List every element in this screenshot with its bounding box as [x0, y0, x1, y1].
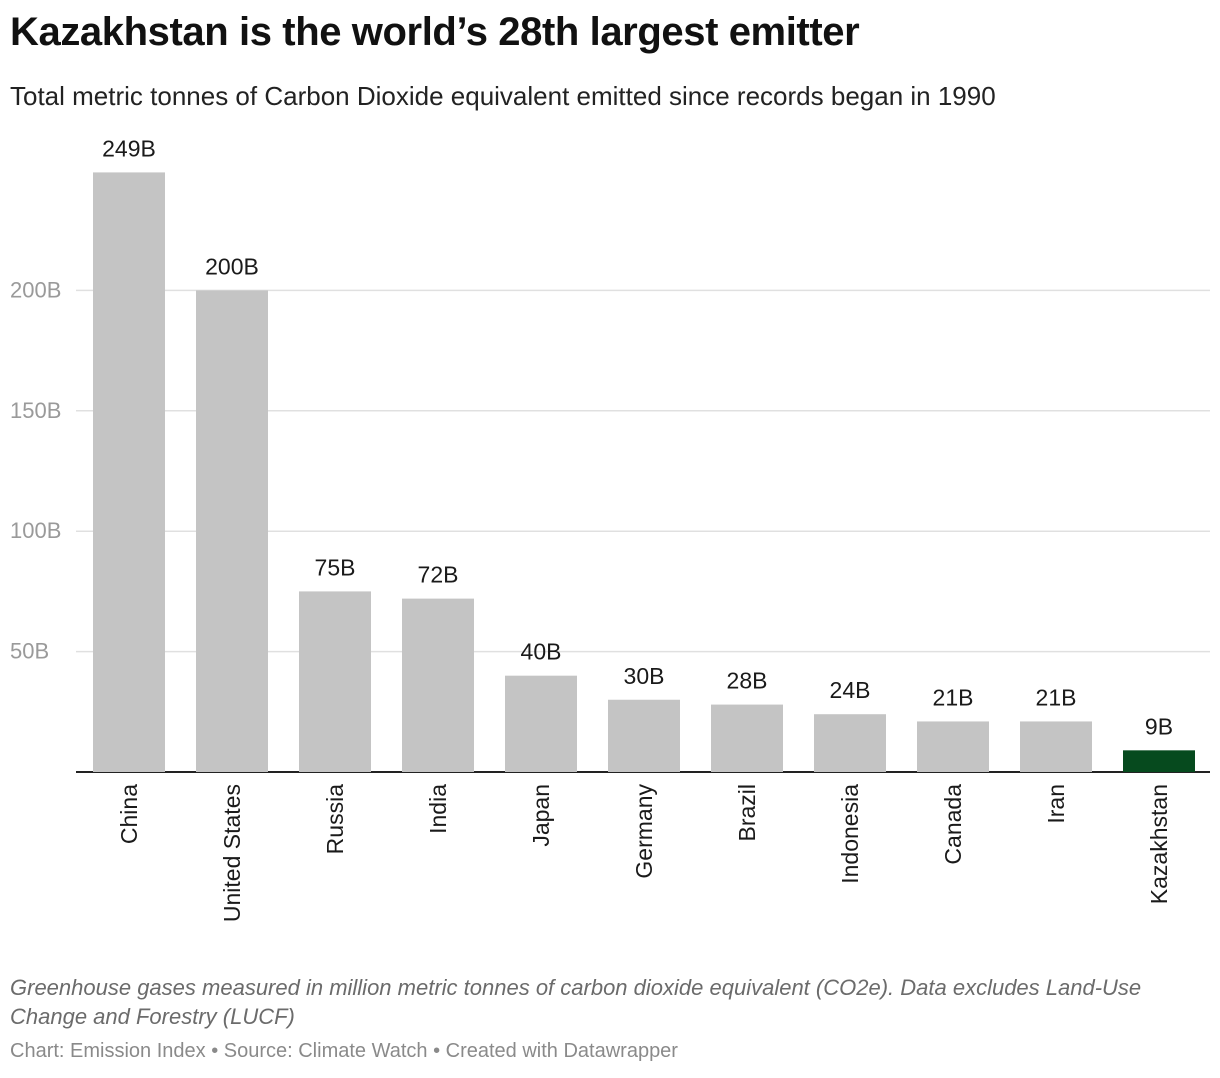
- chart-notes: Greenhouse gases measured in million met…: [10, 975, 1142, 1029]
- bar-japan: [505, 675, 577, 772]
- chart-title: Kazakhstan is the world’s 28th largest e…: [10, 10, 860, 54]
- bars: [93, 172, 1195, 772]
- bar-kazakhstan: [1123, 750, 1195, 772]
- bar-canada: [917, 721, 989, 772]
- x-tick-label: Iran: [1043, 784, 1069, 824]
- bar-brazil: [711, 704, 783, 772]
- y-tick-label: 200B: [10, 277, 61, 302]
- value-label: 249B: [102, 135, 156, 161]
- x-tick-label: Brazil: [734, 784, 760, 842]
- value-label: 75B: [315, 554, 356, 580]
- value-label: 28B: [727, 668, 768, 694]
- x-tick-label: India: [425, 784, 451, 834]
- bar-iran: [1020, 721, 1092, 772]
- bar-chart: 50B 100B 150B 200B 249B China 200B United State…: [10, 135, 1210, 922]
- labels: 50B 100B 150B 200B 249B China 200B United State…: [10, 135, 1173, 922]
- bar-india: [402, 598, 474, 772]
- x-tick-label: Japan: [528, 784, 554, 847]
- x-tick-label: Indonesia: [837, 784, 863, 884]
- bar-china: [93, 172, 165, 772]
- value-label: 9B: [1145, 713, 1173, 739]
- value-label: 21B: [933, 684, 974, 710]
- y-tick-label: 50B: [10, 639, 49, 664]
- bar-germany: [608, 699, 680, 772]
- x-tick-label: Russia: [322, 784, 348, 855]
- bar-russia: [299, 591, 371, 772]
- y-tick-label: 100B: [10, 518, 61, 543]
- value-label: 30B: [624, 663, 665, 689]
- y-tick-label: 150B: [10, 398, 61, 423]
- value-label: 40B: [521, 639, 562, 665]
- x-tick-label: Kazakhstan: [1146, 784, 1172, 904]
- value-label: 21B: [1036, 684, 1077, 710]
- x-tick-label: United States: [219, 784, 245, 922]
- x-tick-label: China: [116, 784, 142, 844]
- x-tick-label: Germany: [631, 784, 657, 879]
- bar-united-states: [196, 290, 268, 772]
- value-label: 24B: [830, 677, 871, 703]
- x-tick-label: Canada: [940, 784, 966, 865]
- chart-subtitle: Total metric tonnes of Carbon Dioxide eq…: [10, 81, 996, 111]
- value-label: 200B: [205, 253, 259, 279]
- chart-byline: Chart: Emission Index • Source: Climate …: [10, 1040, 678, 1062]
- bar-indonesia: [814, 714, 886, 772]
- value-label: 72B: [418, 562, 459, 588]
